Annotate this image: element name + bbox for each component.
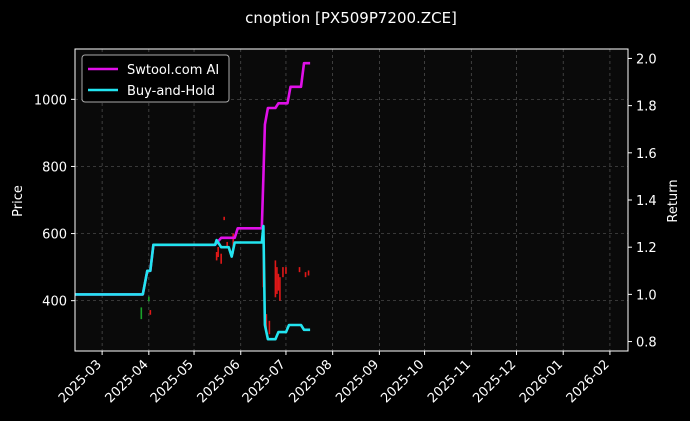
y-axis-label: Price xyxy=(11,185,26,217)
candle xyxy=(140,307,143,320)
y2-tick-label: 2.0 xyxy=(636,52,657,67)
y-axis-right: 0.8 1.0 1.2 1.4 1.6 1.8 2.0 xyxy=(628,52,657,351)
y-tick-label: 1000 xyxy=(34,93,67,108)
candle xyxy=(282,267,284,278)
candle xyxy=(307,270,310,276)
y2-tick-label: 1.2 xyxy=(636,241,657,256)
candle xyxy=(279,277,281,301)
y2-tick-label: 0.8 xyxy=(636,336,657,351)
y2-tick-label: 1.4 xyxy=(636,194,657,209)
candle xyxy=(276,267,278,294)
candle xyxy=(148,296,150,302)
legend-label: Buy-and-Hold xyxy=(127,84,215,99)
candle xyxy=(217,246,219,258)
y2-tick-label: 1.6 xyxy=(636,147,657,162)
candle xyxy=(215,252,218,261)
y-tick-label: 800 xyxy=(42,160,67,175)
candle xyxy=(268,320,271,335)
candle xyxy=(223,216,225,221)
candle xyxy=(298,267,301,273)
series-lines xyxy=(75,61,311,341)
y2-tick-label: 1.8 xyxy=(636,100,657,115)
candle xyxy=(285,267,287,274)
chart-title: cnoption [PX509P7200.ZCE] xyxy=(245,9,457,27)
legend-label: Swtool.com AI xyxy=(127,63,219,78)
y-tick-label: 600 xyxy=(42,228,67,243)
legend-box xyxy=(81,54,230,103)
grid xyxy=(75,49,628,351)
y-tick-label: 400 xyxy=(42,295,67,310)
y2-tick-label: 1.0 xyxy=(636,288,657,303)
candle xyxy=(304,272,307,278)
legend: Swtool.com AI Buy-and-Hold xyxy=(81,54,230,103)
y-axis-left: 400 600 800 1000 xyxy=(34,93,75,310)
candle xyxy=(274,260,277,298)
candle xyxy=(265,314,268,335)
y2-axis-label: Return xyxy=(666,179,681,222)
series-line xyxy=(75,224,311,341)
candle xyxy=(277,273,280,291)
candle xyxy=(226,241,228,247)
candle xyxy=(149,310,152,315)
candle xyxy=(220,253,222,264)
